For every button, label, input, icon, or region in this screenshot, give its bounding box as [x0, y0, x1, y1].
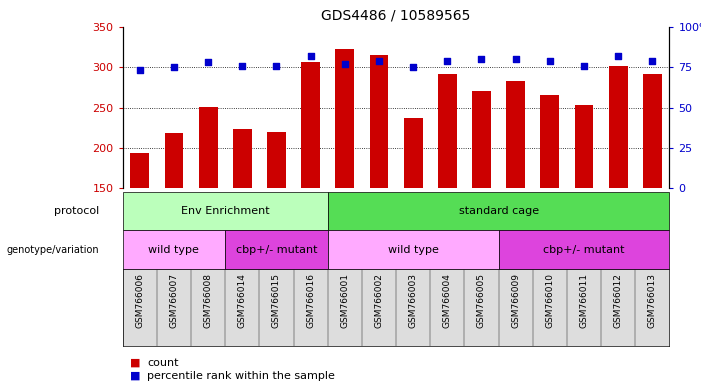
Text: GSM766009: GSM766009 [511, 273, 520, 328]
Bar [130, 154, 149, 188]
Bar [608, 66, 627, 188]
Point [271, 63, 282, 69]
Bar [472, 91, 491, 188]
Point [407, 64, 418, 70]
Bar [335, 50, 354, 188]
Bar [165, 133, 184, 188]
Text: count: count [147, 358, 179, 368]
Bar [498, 230, 669, 269]
Text: GSM766004: GSM766004 [443, 273, 452, 328]
Bar [404, 118, 423, 188]
Text: GSM766007: GSM766007 [170, 273, 179, 328]
Text: GSM766001: GSM766001 [340, 273, 349, 328]
Point [476, 56, 487, 62]
Bar [540, 94, 559, 188]
Text: Env Enrichment: Env Enrichment [181, 206, 269, 216]
Point [544, 58, 555, 64]
Text: GSM766006: GSM766006 [135, 273, 144, 328]
Bar [369, 55, 388, 188]
Text: GSM766011: GSM766011 [580, 273, 589, 328]
Point [647, 58, 658, 64]
Text: protocol: protocol [53, 206, 99, 216]
Text: GSM766014: GSM766014 [238, 273, 247, 328]
Point [305, 53, 316, 59]
Text: GSM766016: GSM766016 [306, 273, 315, 328]
Text: cbp+/- mutant: cbp+/- mutant [236, 245, 318, 255]
Bar [438, 74, 457, 188]
Title: GDS4486 / 10589565: GDS4486 / 10589565 [321, 9, 471, 23]
Bar [506, 81, 525, 188]
Point [203, 59, 214, 65]
Point [510, 56, 522, 62]
Text: GSM766013: GSM766013 [648, 273, 657, 328]
Text: GSM766012: GSM766012 [613, 273, 622, 328]
Text: ■: ■ [130, 358, 140, 368]
Text: standard cage: standard cage [458, 206, 538, 216]
Bar [327, 192, 669, 230]
Bar [123, 230, 225, 269]
Text: GSM766008: GSM766008 [203, 273, 212, 328]
Text: GSM766002: GSM766002 [374, 273, 383, 328]
Point [237, 63, 248, 69]
Bar [233, 129, 252, 188]
Text: GSM766015: GSM766015 [272, 273, 281, 328]
Point [578, 63, 590, 69]
Bar [327, 230, 498, 269]
Text: GSM766003: GSM766003 [409, 273, 418, 328]
Bar [643, 74, 662, 188]
Bar [198, 107, 217, 188]
Point [134, 67, 145, 73]
Text: GSM766010: GSM766010 [545, 273, 554, 328]
Text: cbp+/- mutant: cbp+/- mutant [543, 245, 625, 255]
Text: ■: ■ [130, 371, 140, 381]
Bar [225, 230, 327, 269]
Bar [123, 192, 327, 230]
Text: GSM766005: GSM766005 [477, 273, 486, 328]
Point [613, 53, 624, 59]
Point [442, 58, 453, 64]
Point [339, 61, 350, 67]
Point [374, 58, 385, 64]
Bar [301, 61, 320, 188]
Text: wild type: wild type [388, 245, 439, 255]
Text: percentile rank within the sample: percentile rank within the sample [147, 371, 335, 381]
Bar [575, 105, 594, 188]
Text: genotype/variation: genotype/variation [6, 245, 99, 255]
Text: wild type: wild type [149, 245, 199, 255]
Bar [267, 132, 286, 188]
Point [168, 64, 179, 70]
